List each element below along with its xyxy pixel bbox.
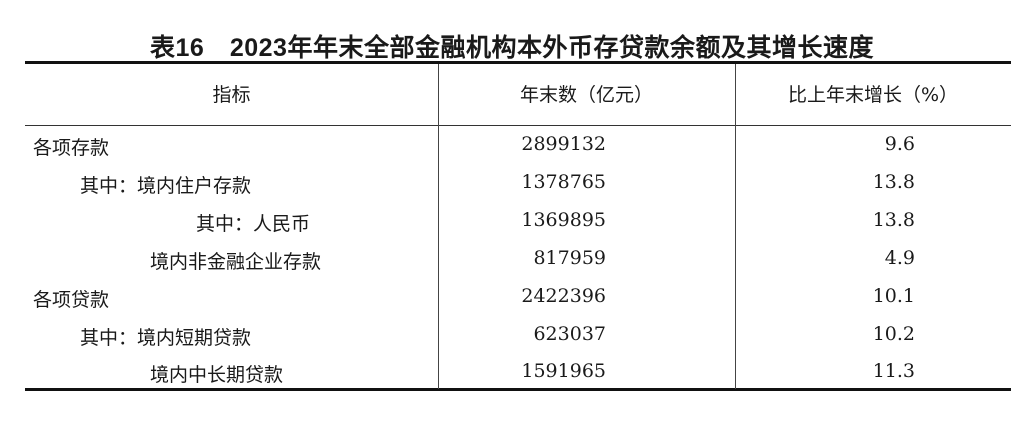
table-row: 其中：人民币 1369895 13.8	[0, 209, 1024, 247]
row-value: 623037	[533, 323, 606, 345]
row-growth: 13.8	[872, 171, 915, 193]
row-growth: 10.1	[872, 285, 915, 307]
column-divider	[735, 64, 736, 389]
header-rule	[25, 125, 1011, 126]
row-growth: 10.2	[872, 323, 915, 345]
table-row: 其中：境内短期贷款 623037 10.2	[0, 323, 1024, 361]
row-label: 境内非金融企业存款	[150, 251, 322, 273]
row-value: 1378765	[521, 171, 606, 193]
table-title: 表16 2023年年末全部金融机构本外币存贷款余额及其增长速度	[150, 34, 874, 62]
row-label: 各项贷款	[33, 289, 110, 311]
bottom-rule	[25, 388, 1011, 391]
row-value: 817959	[533, 247, 606, 269]
row-label: 各项存款	[33, 137, 110, 159]
row-growth: 13.8	[872, 209, 915, 231]
row-growth: 4.9	[884, 247, 915, 269]
header-indicator: 指标	[212, 84, 251, 106]
row-value: 1591965	[521, 360, 606, 382]
row-value: 1369895	[521, 209, 606, 231]
table-row: 其中：境内住户存款 1378765 13.8	[0, 171, 1024, 209]
row-growth: 11.3	[872, 360, 915, 382]
row-value: 2899132	[521, 133, 606, 155]
table-row: 各项贷款 2422396 10.1	[0, 285, 1024, 323]
table-row: 境内中长期贷款 1591965 11.3	[0, 360, 1024, 398]
row-growth: 9.6	[884, 133, 915, 155]
table-row: 境内非金融企业存款 817959 4.9	[0, 247, 1024, 285]
header-year-end: 年末数（亿元）	[519, 84, 653, 106]
row-value: 2422396	[521, 285, 606, 307]
row-label: 其中：境内短期贷款	[80, 327, 252, 349]
header-growth: 比上年末增长（%）	[787, 84, 959, 106]
column-divider	[438, 64, 439, 389]
row-label: 其中：境内住户存款	[80, 175, 252, 197]
row-label: 境内中长期贷款	[150, 364, 284, 386]
top-rule	[25, 61, 1011, 64]
table-row: 各项存款 2899132 9.6	[0, 133, 1024, 171]
row-label: 其中：人民币	[196, 213, 311, 235]
